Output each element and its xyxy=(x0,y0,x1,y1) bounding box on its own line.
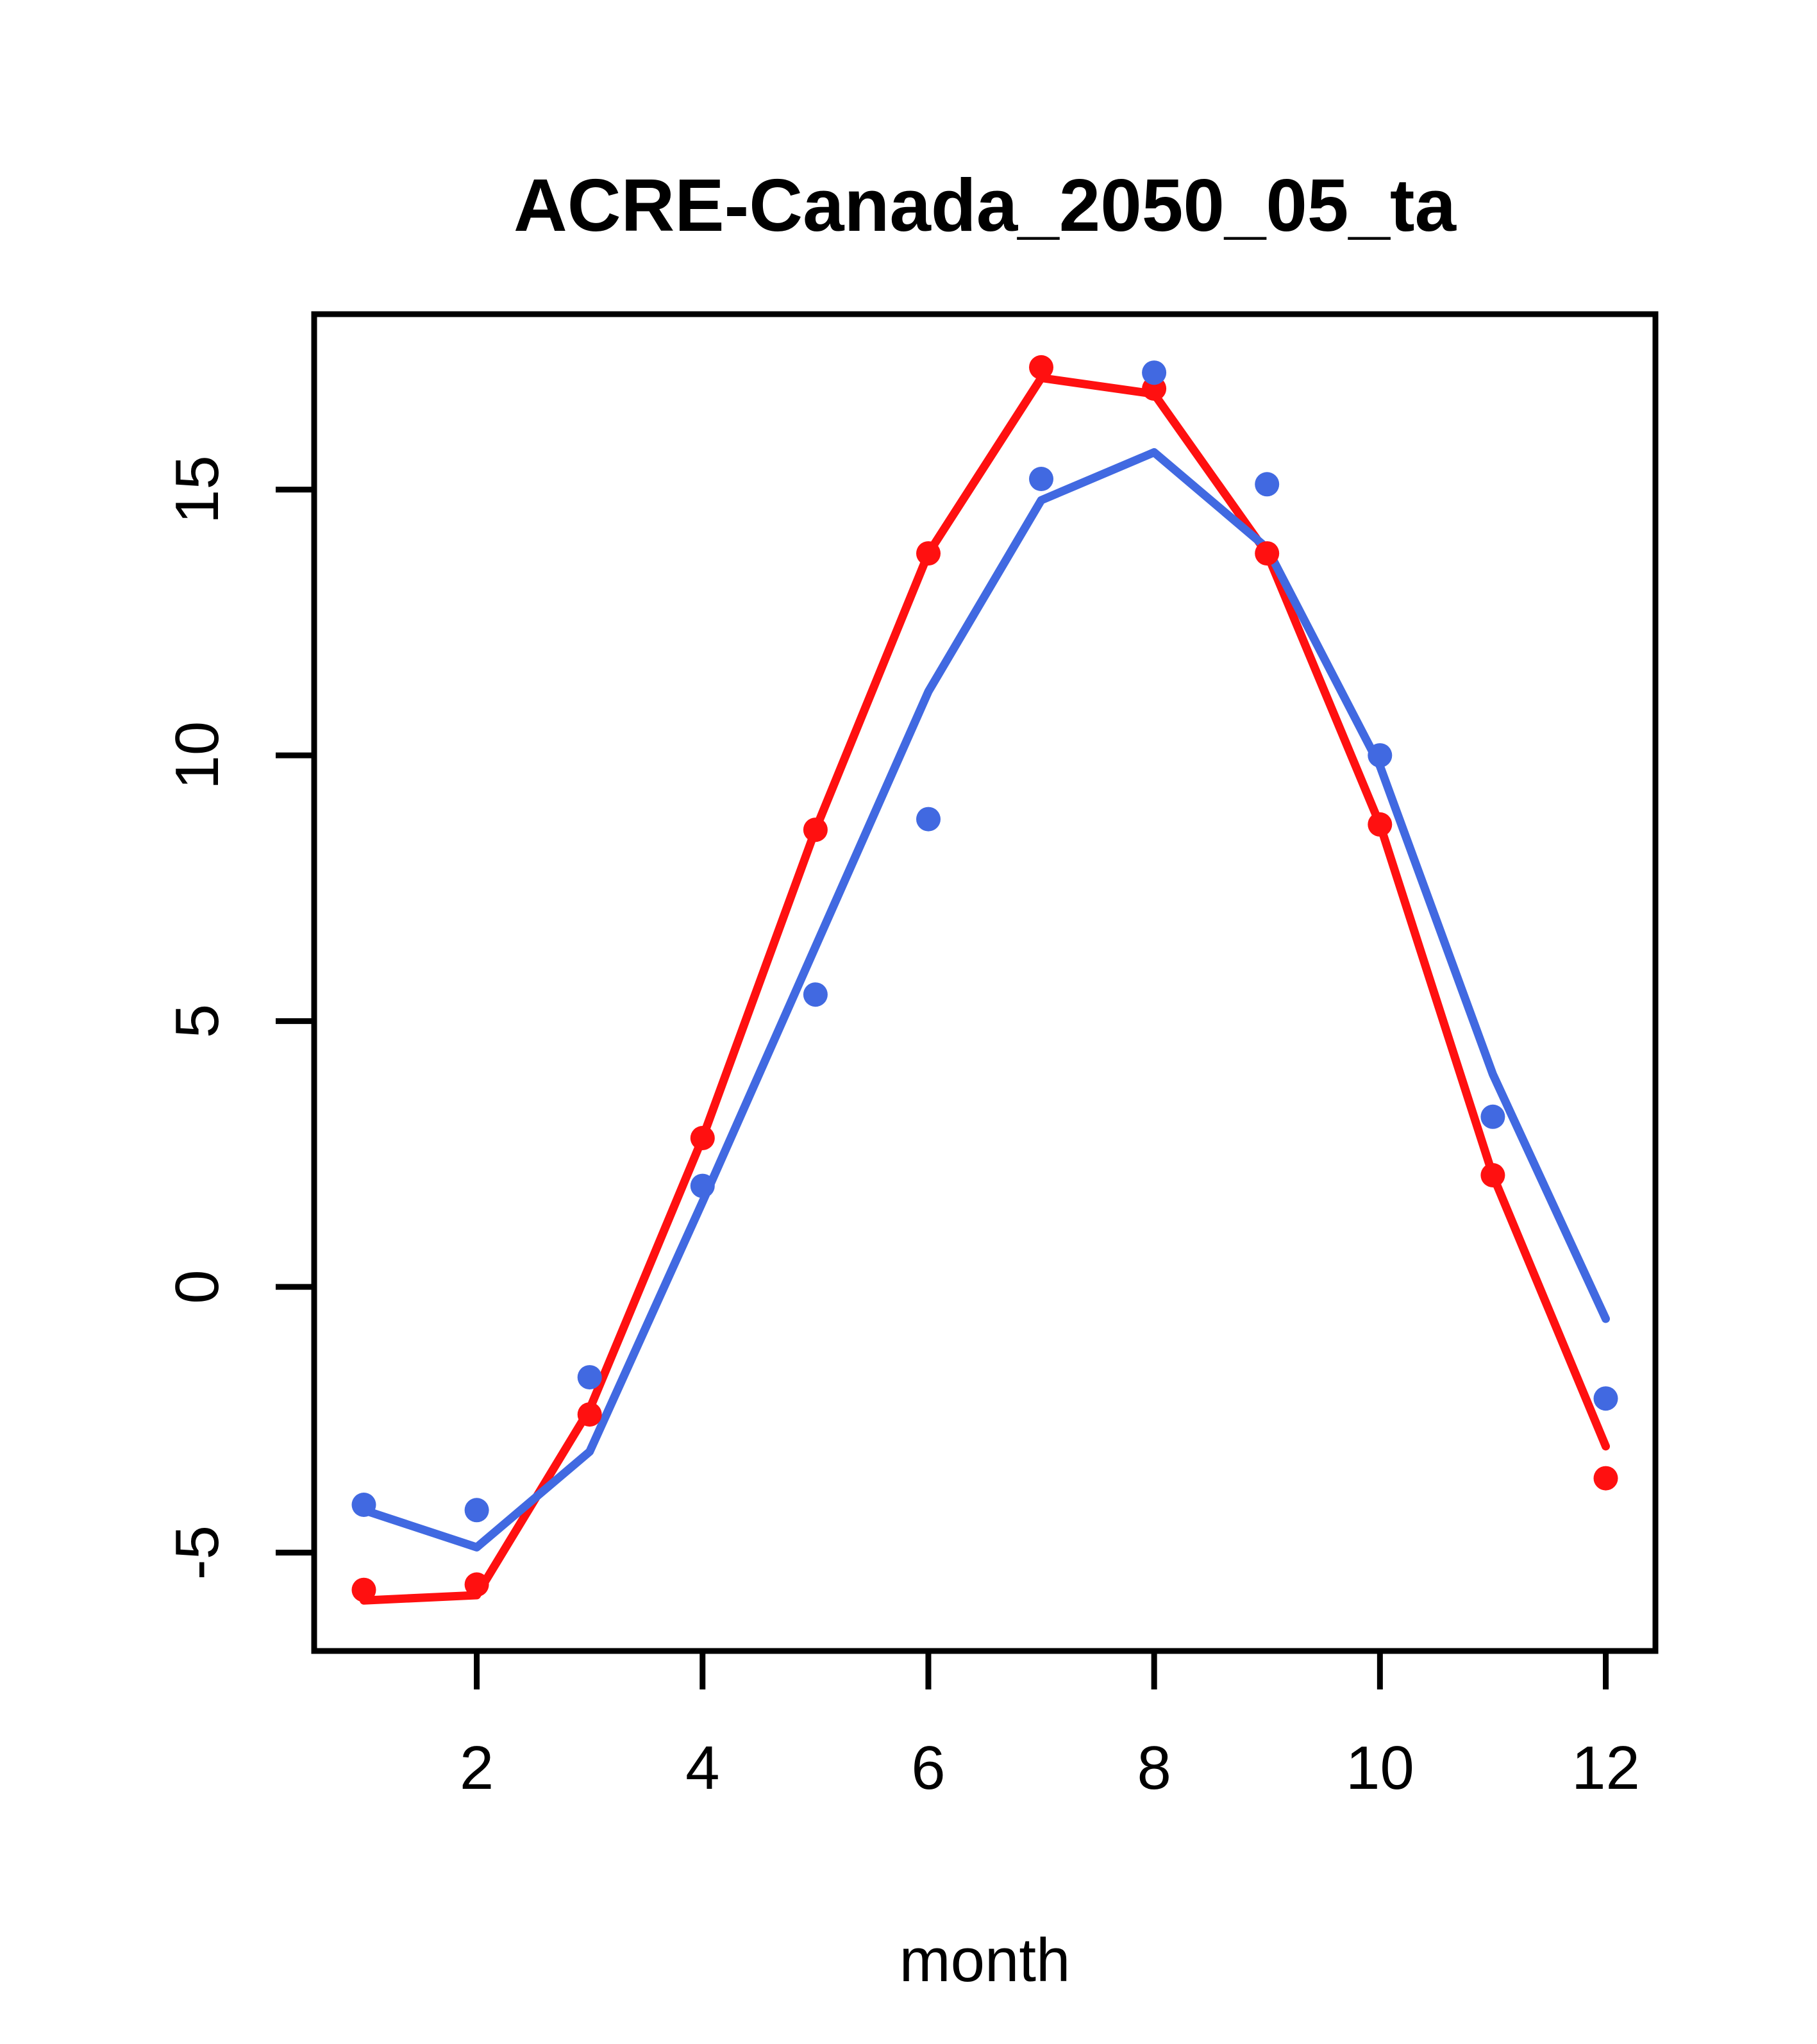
blue-point xyxy=(351,1493,376,1517)
y-tick-label: 0 xyxy=(163,1269,231,1303)
blue-point xyxy=(1368,743,1393,768)
red-point xyxy=(803,817,828,842)
red-point xyxy=(916,541,941,566)
y-tick-label: 5 xyxy=(163,1004,231,1038)
plot-border xyxy=(311,311,1659,1654)
blue-point xyxy=(690,1173,715,1198)
blue-point xyxy=(577,1365,602,1390)
red-point xyxy=(464,1572,489,1597)
x-tick-label: 6 xyxy=(911,1734,945,1802)
red-line xyxy=(360,374,1610,1605)
y-tick-label: 15 xyxy=(163,455,231,524)
x-tick-label: 8 xyxy=(1137,1734,1171,1802)
blue-point xyxy=(1142,360,1167,385)
red-point xyxy=(1368,812,1393,837)
y-tick-label: 10 xyxy=(163,721,231,790)
x-tick-label: 10 xyxy=(1346,1734,1414,1802)
y-tick-label: -5 xyxy=(163,1525,231,1580)
series-layer xyxy=(351,355,1618,1605)
red-point xyxy=(1593,1466,1618,1491)
blue-point xyxy=(1029,467,1053,491)
x-axis-label: month xyxy=(900,1926,1071,1995)
blue-point xyxy=(1255,472,1280,497)
x-tick-label: 12 xyxy=(1571,1734,1640,1802)
x-tick-label: 2 xyxy=(460,1734,494,1802)
x-tick-label: 4 xyxy=(685,1734,719,1802)
blue-point xyxy=(803,982,828,1007)
red-point xyxy=(1255,541,1280,566)
blue-point xyxy=(1480,1104,1505,1129)
blue-line xyxy=(360,448,1610,1552)
red-point xyxy=(690,1126,715,1150)
axes-layer: 2 4 6 8 10 12 -5 0 5 10 15 xyxy=(163,455,1640,1802)
red-point xyxy=(1029,355,1053,380)
red-point xyxy=(351,1577,376,1602)
red-point xyxy=(577,1402,602,1427)
red-point xyxy=(1480,1163,1505,1187)
blue-point xyxy=(1593,1386,1618,1411)
blue-point xyxy=(916,807,941,832)
chart-title: ACRE-Canada_2050_05_ta xyxy=(514,163,1457,247)
blue-point xyxy=(464,1498,489,1523)
